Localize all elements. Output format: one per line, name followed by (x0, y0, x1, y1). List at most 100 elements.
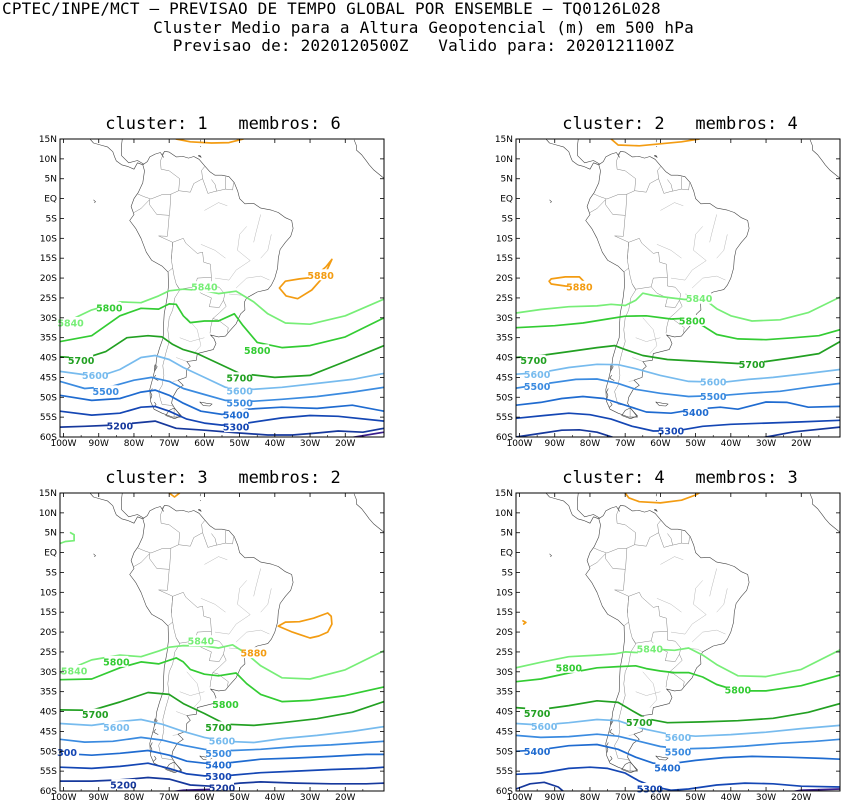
coastlines (545, 488, 840, 773)
lat-tick-label: 10N (495, 509, 513, 519)
contour-label: 5840 (188, 637, 215, 648)
coastline-falklands (655, 755, 669, 761)
lon-tick-label: 60W (650, 793, 670, 803)
lat-tick-label: 15S (40, 608, 57, 618)
lat-tick-label: 10N (39, 155, 57, 165)
lat-tick-label: 60S (496, 433, 513, 443)
contour-5840 (516, 292, 840, 322)
coastline-galapagos (93, 199, 96, 203)
lat-tick-label: 55S (496, 767, 513, 777)
contour-5700 (60, 334, 384, 379)
contour-label-background (104, 721, 129, 733)
contour-label-background (245, 344, 270, 356)
lon-tick-label: 90W (89, 793, 109, 803)
contour-label: 5700 (524, 709, 551, 720)
axis-ticks: 15N10N5NEQ5S10S15S20S25S30S35S40S45S50S5… (39, 135, 384, 449)
contour-label-background (97, 301, 122, 313)
header-line-1: CPTEC/INPE/MCT – PREVISAO DE TEMPO GLOBA… (2, 0, 661, 18)
state-border (172, 734, 179, 736)
lat-tick-label: 5S (502, 214, 514, 224)
coastline-falklands (199, 401, 213, 407)
contour-label: 5840 (637, 645, 664, 656)
coastline-south-america (585, 505, 750, 772)
country-border (589, 198, 629, 272)
state-border (200, 244, 226, 259)
contour-label-background (69, 354, 94, 366)
lat-tick-label: 5S (502, 568, 514, 578)
contour-label-background (213, 698, 238, 710)
contour-5100 (349, 431, 384, 437)
lat-tick-label: 10N (495, 155, 513, 165)
coastline-chile-island (606, 742, 609, 753)
state-border (632, 357, 643, 362)
coastline-chile-island (154, 364, 158, 372)
state-border (200, 598, 226, 613)
contour-label: 5700 (205, 723, 232, 734)
lat-tick-label: 55S (496, 413, 513, 423)
contour-label: 5500 (93, 387, 120, 398)
coastline-central-america (545, 493, 600, 524)
coastline-chile-island (610, 364, 614, 372)
coastline-falklands (199, 755, 213, 761)
header-line-2: Cluster Medio para a Altura Geopotencial… (153, 17, 694, 37)
coastline-south-america (129, 151, 294, 418)
contour-label-background (687, 292, 712, 304)
coastline-africa (353, 139, 384, 179)
state-border (204, 202, 228, 211)
lon-tick-label: 30W (300, 439, 320, 449)
lat-tick-label: 55S (40, 413, 57, 423)
coastline-tierra-del-fuego (621, 407, 638, 419)
country-border (665, 318, 670, 334)
state-border (628, 380, 635, 382)
coastline-central-america (89, 139, 144, 170)
state-border (693, 226, 707, 261)
lat-tick-label: 20S (496, 628, 513, 638)
coastline-chile-island (608, 755, 613, 762)
country-border (651, 277, 682, 308)
contour-label: 5840 (61, 667, 88, 678)
contour-label-background (532, 720, 557, 732)
contour-label: 5300 (205, 772, 232, 783)
contour-label: 5800 (244, 346, 271, 357)
contour-label: 5800 (725, 686, 752, 697)
lon-tick-label: 80W (580, 439, 600, 449)
map-panel-cluster-4: 5840 5800 5800 5700 5700 5600 5600 5500 5400 5400… (495, 489, 841, 803)
country-border (178, 165, 206, 193)
country-border (202, 178, 234, 194)
lat-tick-label: 30S (496, 314, 513, 324)
header-line-3: Previsao de: 2020120500Z Valido para: 20… (172, 36, 675, 55)
state-border (670, 614, 707, 635)
contour-label-background (55, 746, 80, 758)
state-border (635, 691, 661, 696)
country-border (133, 198, 173, 272)
country-border (658, 178, 690, 194)
lat-tick-label: 5N (45, 529, 57, 539)
contour-label: 5600 (665, 733, 692, 744)
contour-label: 5880 (240, 649, 267, 660)
contour-label: 5800 (103, 657, 130, 668)
lat-tick-label: 45S (496, 373, 513, 383)
contour-label-background (227, 397, 252, 409)
contour-5800 (60, 657, 384, 703)
lat-tick-label: 10S (496, 588, 513, 598)
lon-tick-label: 80W (580, 793, 600, 803)
country-border (634, 519, 662, 547)
axis-ticks: 15N10N5NEQ5S10S15S20S25S30S35S40S45S50S5… (495, 489, 840, 803)
coastline-caribbean-island (654, 488, 655, 490)
state-border (214, 260, 251, 281)
contour-label-background (525, 745, 550, 757)
contour-label: 5700 (520, 356, 547, 367)
lat-tick-label: 30S (496, 668, 513, 678)
contour-label: 5840 (686, 294, 713, 305)
contour-label: 5400 (223, 411, 250, 422)
lon-tick-label: 60W (650, 439, 670, 449)
contour-label-background (93, 385, 118, 397)
coastline-south-america (129, 505, 294, 772)
contour-5600 (516, 718, 840, 738)
coastline-caribbean-island (198, 134, 199, 136)
state-border (642, 671, 658, 708)
coastline-galapagos (549, 199, 552, 203)
lat-tick-label: 30S (40, 668, 57, 678)
country-border (665, 672, 670, 688)
